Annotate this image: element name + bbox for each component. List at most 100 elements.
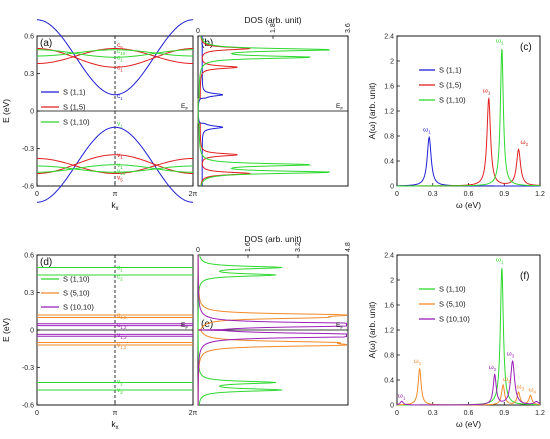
ytick-label: 0 [390, 403, 394, 410]
peak-label: ω1 [496, 38, 504, 46]
peak-label: ω1 [483, 88, 491, 96]
xtick-label: 3.2 [295, 242, 302, 252]
ytick-label: 2.4 [384, 253, 394, 260]
peak-label: ω3 [517, 384, 525, 392]
spectral-curve-purple [396, 360, 541, 406]
ytick-label: -0.3 [22, 146, 34, 153]
xtick-label: 0.3 [428, 410, 438, 417]
xtick-label: 1.6 [245, 242, 252, 252]
legend-entry: S (1,10) [63, 118, 90, 127]
legend: S (1,10) S (5,10) S (10,10) [419, 285, 470, 324]
band-red-upper [36, 158, 194, 175]
xtick-label: 0 [196, 28, 200, 35]
band-green-upper [37, 49, 193, 57]
band-label: v1,2 [117, 332, 127, 340]
panel-d: 0.60.30-0.3-0.60 π 2πE (eV)(d)S (1,10)S (5… [1, 253, 198, 418]
xtick-label: π [113, 410, 118, 417]
ytick-label: 0.6 [24, 253, 34, 260]
ytick-label: 1.6 [384, 84, 394, 91]
legend-entry: S (1,1) [63, 88, 86, 97]
legend-entry: S (1,10) [439, 96, 466, 105]
band-label: c1 [117, 64, 123, 72]
x-axis-label: DOS (arb. unit) [244, 15, 301, 25]
panel-c: 0 0.3 0.6 0.9 1.2 0 0.4 0.8 1.2 1.6 2 2.4 ω (eV) A(ω)… [367, 34, 545, 211]
xtick-label: 0.6 [464, 410, 474, 417]
band-green-upper [37, 165, 193, 173]
peak-label: ω1 [496, 257, 504, 265]
xtick-label: 1.2 [535, 191, 545, 198]
xtick-label: 0.9 [499, 191, 509, 198]
ytick-label: 0.4 [384, 159, 394, 166]
x-axis-label: ω (eV) [456, 419, 481, 429]
panel-label: (f) [520, 271, 529, 282]
ytick-label: 2 [390, 278, 394, 285]
ytick-label: 1.2 [384, 109, 394, 116]
xtick-label: 0 [35, 191, 39, 198]
band-label: c10 [117, 48, 126, 56]
ytick-label: 2 [390, 59, 394, 66]
panel-c-frame [396, 35, 541, 187]
legend-entry: S (5,10) [439, 300, 466, 309]
legend: S (1,10) S (5,10) S (10,10) [41, 275, 94, 312]
band-blue-valence [36, 126, 194, 203]
x-axis-label: kx [111, 200, 118, 212]
ytick-label: 1.2 [384, 328, 394, 335]
x-axis-label: ω (eV) [456, 200, 481, 210]
xtick-label: 1.2 [535, 410, 545, 417]
band-red-upper [36, 47, 194, 64]
y-axis-label: A(ω) (arb. unit) [367, 301, 377, 358]
dos-curve-purple [197, 254, 347, 406]
panel-label: (e) [201, 319, 213, 330]
dos-curve-green [197, 35, 331, 187]
panel-label: (c) [520, 42, 532, 53]
ytick-label: -0.3 [22, 365, 34, 372]
peak-label: ω3 [507, 350, 515, 358]
ytick-label: 0.8 [384, 134, 394, 141]
legend-entry: S (1,1) [439, 66, 462, 75]
band-label: v1 [117, 378, 123, 386]
ytick-label: -0.6 [22, 403, 34, 410]
ytick-label: 0 [30, 328, 34, 335]
band-label: c5 [117, 42, 123, 50]
legend-entry: S (5,10) [63, 289, 90, 298]
xtick-label: 0 [196, 247, 200, 254]
y-axis-label: E (eV) [1, 318, 11, 342]
ytick-label: 0.3 [24, 71, 34, 78]
x-axis-label: kx [111, 419, 118, 431]
ytick-label: 0 [30, 109, 34, 116]
legend-entry: S (10,10) [63, 303, 94, 312]
fermi-label: EF [336, 322, 343, 330]
ytick-label: 0.4 [384, 378, 394, 385]
band-label: v5 [117, 174, 123, 182]
band-label: v2 [117, 387, 123, 395]
xtick-label: 1.8 [270, 23, 277, 33]
spectral-curve-blue [397, 135, 540, 187]
peak-label: ω2 [521, 139, 529, 147]
fermi-label: EF [181, 322, 188, 330]
band-label: c1,2 [117, 312, 127, 320]
band-label: c2 [117, 273, 123, 281]
panel-label: (d) [40, 257, 52, 268]
band-green-valence [36, 164, 194, 173]
band-label: c1 [117, 265, 123, 273]
band-label: v1 [117, 162, 123, 170]
peak-label: ω2 [503, 376, 511, 384]
peak-label: ω4 [528, 387, 536, 395]
ytick-label: 0 [390, 184, 394, 191]
band-label: v1 [117, 121, 123, 129]
x-axis-label: DOS (arb. unit) [244, 234, 301, 244]
legend-entry: S (1,10) [439, 285, 466, 294]
xtick-label: 2π [189, 410, 198, 417]
ytick-label: 0.6 [24, 34, 34, 41]
legend-entry: S (1,5) [63, 103, 86, 112]
band-label: c1 [117, 54, 123, 62]
ytick-label: 2.4 [384, 34, 394, 41]
ytick-label: 1.6 [384, 303, 394, 310]
panel-a: 0.60.30-0.3-0.60 π 2πE (eV)(a)S (1,1)S (1,… [1, 19, 198, 203]
xtick-label: 0.3 [428, 191, 438, 198]
legend: S (1,1) S (1,5) S (1,10) [419, 66, 466, 105]
legend-entry: S (1,10) [63, 275, 90, 284]
xtick-label: 0.9 [499, 410, 509, 417]
